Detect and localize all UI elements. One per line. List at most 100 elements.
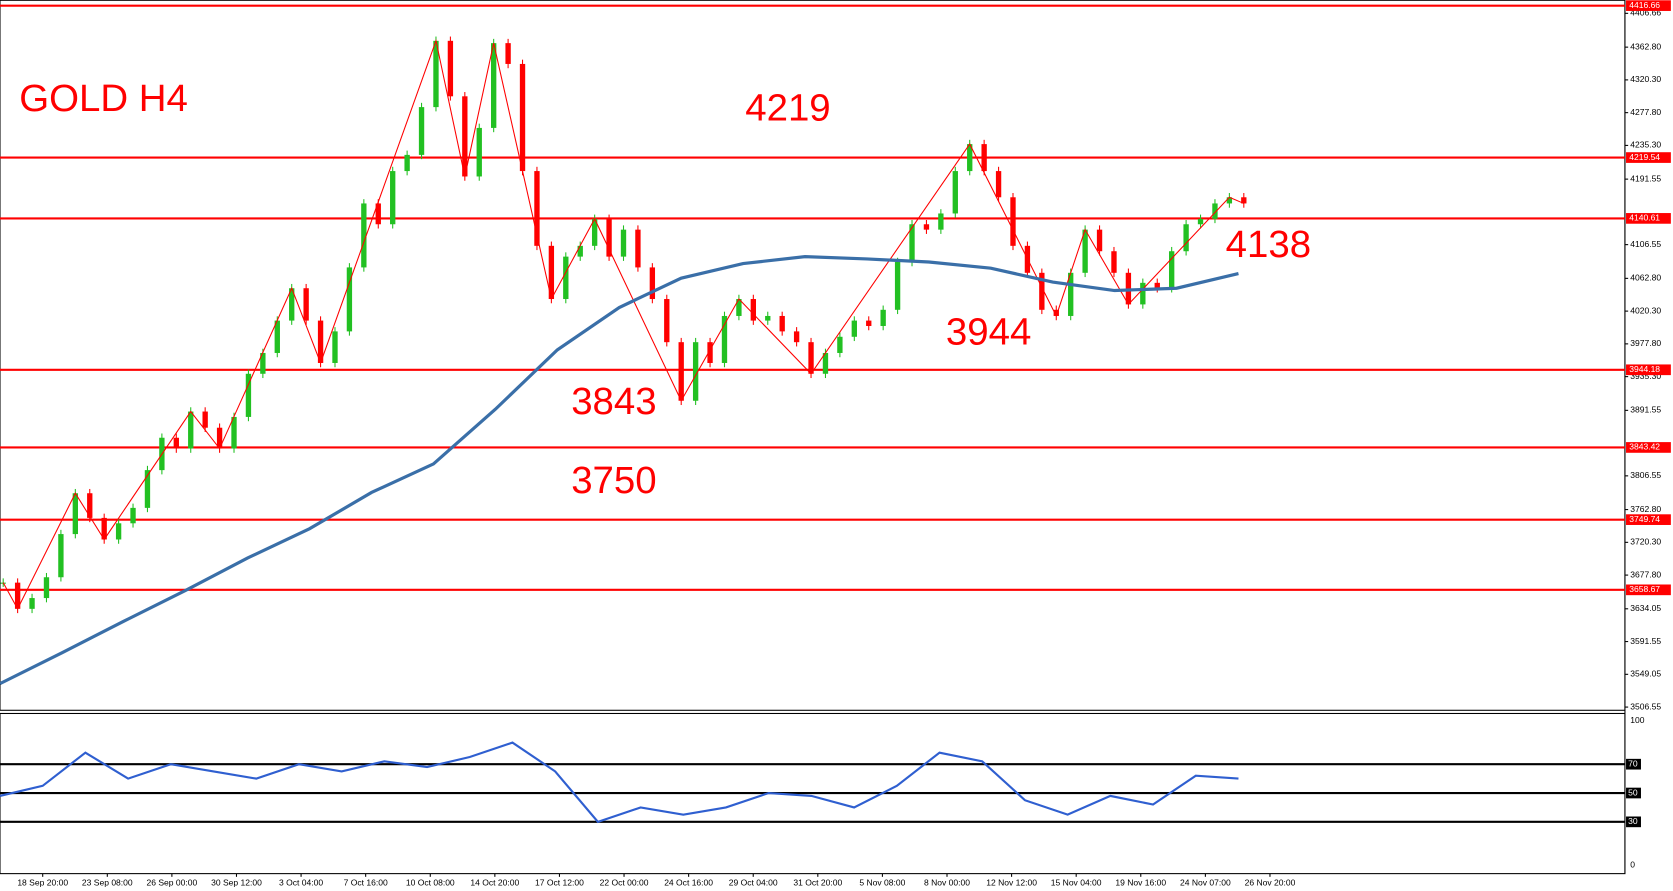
candle-body	[577, 245, 583, 257]
y-tick-label: 3977.80	[1630, 338, 1661, 348]
x-tick-label: 30 Sep 12:00	[211, 877, 262, 887]
rsi-tick-label: 100	[1630, 715, 1644, 725]
candle-body	[664, 299, 670, 343]
candle-body	[736, 299, 742, 316]
rsi-tick-label: 0	[1630, 859, 1635, 869]
candle-body	[649, 267, 656, 300]
candle-body	[1082, 229, 1088, 273]
candle-body	[14, 582, 21, 609]
candle-body	[274, 320, 280, 353]
y-tick-label: 3634.05	[1630, 603, 1661, 613]
rsi-level-label: 30	[1628, 816, 1638, 826]
level-box	[1626, 0, 1671, 11]
candle-body	[505, 43, 511, 64]
candle-body	[1096, 229, 1103, 252]
level-box	[1626, 364, 1671, 376]
level-label: 4140.61	[1629, 213, 1660, 223]
candle-body	[678, 342, 684, 401]
x-tick-label: 24 Nov 07:00	[1180, 877, 1231, 887]
y-tick-label: 3720.30	[1630, 537, 1661, 547]
moving-average	[0, 255, 1239, 686]
y-tick-label: 3677.80	[1630, 569, 1661, 579]
y-tick-label: 4062.80	[1630, 273, 1661, 283]
candle-body	[447, 40, 454, 97]
level-label: 3944.18	[1629, 364, 1660, 374]
candle-body	[851, 320, 857, 337]
level-box	[1626, 442, 1671, 453]
candle-body	[101, 517, 107, 540]
rsi-level-box	[1626, 758, 1641, 770]
candle-body	[1212, 203, 1218, 219]
candle-body	[173, 437, 179, 449]
candle-body	[361, 203, 367, 268]
y-tick-label: 4362.80	[1630, 41, 1661, 51]
annotation: 4138	[1226, 223, 1311, 266]
candle-body	[1053, 309, 1059, 316]
level-box	[1626, 152, 1671, 163]
candle-body	[144, 470, 151, 508]
candle-body	[1068, 272, 1074, 316]
annotation: 3750	[571, 459, 656, 502]
x-tick-label: 10 Oct 08:00	[406, 877, 455, 887]
candle-body	[692, 342, 699, 401]
x-tick-label: 26 Nov 20:00	[1245, 877, 1296, 887]
x-tick-label: 3 Oct 04:00	[279, 877, 323, 887]
candle-body	[1241, 197, 1247, 204]
y-tick-label: 3591.55	[1630, 636, 1661, 646]
rsi-level-box	[1626, 816, 1641, 828]
annotation: 4219	[745, 86, 830, 129]
candle-body	[909, 224, 915, 263]
candle-body	[894, 262, 901, 310]
y-tick-label: 3549.05	[1630, 669, 1661, 679]
candle-body	[721, 315, 728, 363]
chart-title: GOLD H4	[19, 77, 188, 120]
x-tick-label: 7 Oct 16:00	[344, 877, 388, 887]
candle-body	[72, 493, 79, 535]
level-label: 4219.54	[1629, 152, 1660, 162]
x-tick-label: 19 Nov 16:00	[1115, 877, 1166, 887]
candle-body	[1154, 282, 1160, 289]
level-label: 3843.42	[1629, 442, 1660, 452]
candle-body	[188, 411, 194, 449]
candle-body	[390, 171, 396, 225]
x-tick-label: 24 Oct 16:00	[664, 877, 713, 887]
x-tick-label: 14 Oct 20:00	[470, 877, 519, 887]
y-tick-label: 3762.80	[1630, 504, 1661, 514]
candle-body	[58, 534, 64, 578]
candle-body	[837, 336, 843, 353]
candle-body	[245, 373, 252, 417]
candle-body	[779, 315, 785, 332]
x-tick-label: 18 Sep 20:00	[17, 877, 68, 887]
candle-body	[635, 229, 641, 268]
candle-body	[462, 96, 468, 177]
x-tick-label: 12 Nov 12:00	[986, 877, 1037, 887]
candle-body	[332, 331, 338, 363]
candle-body	[476, 127, 482, 177]
x-tick-label: 26 Sep 00:00	[147, 877, 198, 887]
candle-body	[1140, 282, 1146, 305]
candle-body	[793, 331, 800, 343]
candle-body	[289, 288, 295, 321]
x-tick-label: 5 Nov 08:00	[859, 877, 905, 887]
candle-body	[750, 299, 757, 321]
x-tick-label: 23 Sep 08:00	[82, 877, 133, 887]
y-tick-label: 3891.55	[1630, 405, 1661, 415]
level-box	[1626, 514, 1671, 525]
candle-body	[620, 229, 627, 257]
candle-body	[130, 507, 136, 524]
candle-body	[952, 171, 958, 214]
annotation: 3843	[571, 380, 656, 423]
candle-body	[491, 43, 497, 128]
zigzag	[2, 38, 1245, 610]
level-label: 3658.67	[1629, 584, 1660, 594]
level-box	[1626, 584, 1671, 596]
candle-body	[880, 309, 886, 326]
candle-body	[202, 411, 208, 428]
rsi-line	[0, 741, 1239, 824]
y-tick-label: 3506.55	[1630, 701, 1661, 711]
x-tick-label: 15 Nov 04:00	[1051, 877, 1102, 887]
candle-body	[548, 245, 555, 300]
candle-body	[433, 40, 439, 108]
rsi-level-label: 70	[1628, 758, 1638, 768]
